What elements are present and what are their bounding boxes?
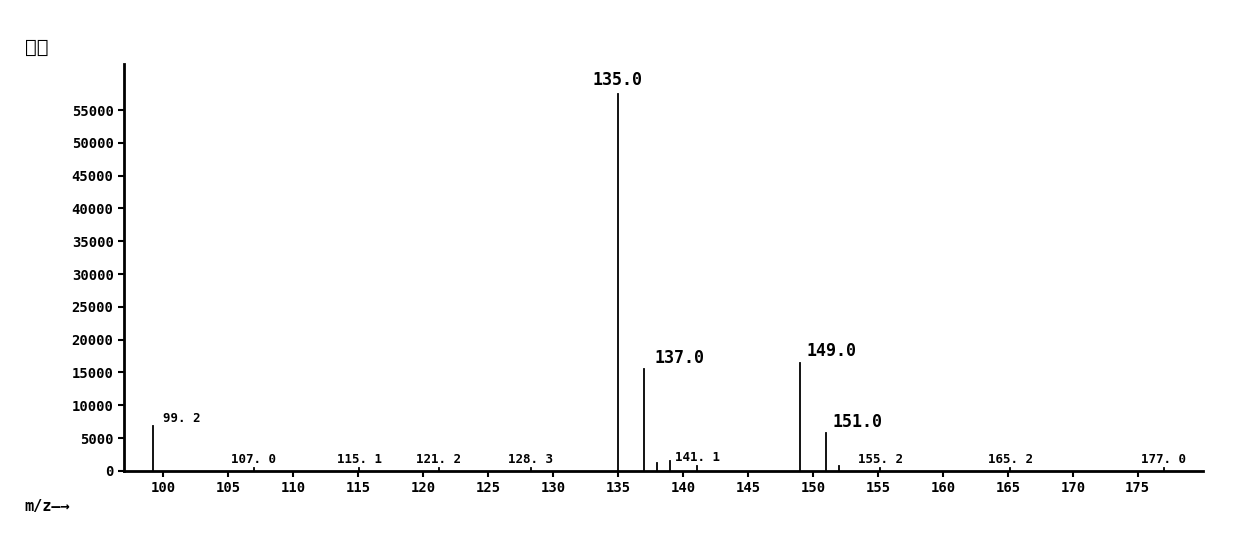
Text: 141. 1: 141. 1 [675, 451, 719, 464]
Text: 177. 0: 177. 0 [1141, 453, 1187, 466]
Text: 135.0: 135.0 [593, 71, 642, 89]
Text: 151.0: 151.0 [832, 413, 883, 431]
Text: 155. 2: 155. 2 [858, 453, 903, 466]
Text: 107. 0: 107. 0 [232, 453, 277, 466]
Text: 137.0: 137.0 [655, 348, 704, 366]
Text: 丰度: 丰度 [25, 37, 48, 57]
Text: 115. 1: 115. 1 [337, 453, 382, 466]
Text: 99. 2: 99. 2 [162, 412, 201, 425]
Text: 149.0: 149.0 [806, 342, 857, 360]
Text: 128. 3: 128. 3 [508, 453, 553, 466]
Text: m/z—→: m/z—→ [25, 499, 71, 514]
Text: 121. 2: 121. 2 [417, 453, 461, 466]
Text: 165. 2: 165. 2 [988, 453, 1033, 466]
